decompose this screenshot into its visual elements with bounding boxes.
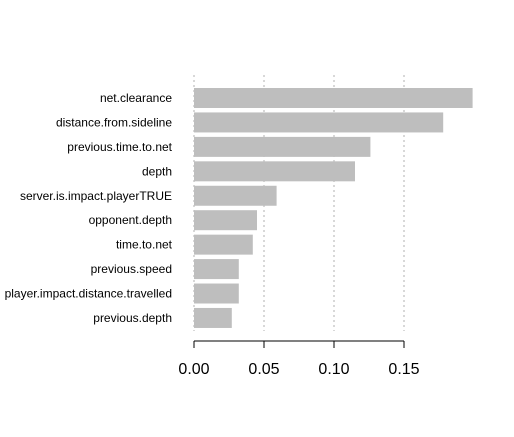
category-label-6: time.to.net xyxy=(116,238,173,252)
x-tick-label-2: 0.10 xyxy=(318,361,349,378)
category-label-7: previous.speed xyxy=(91,262,172,276)
bar-previous.speed xyxy=(194,259,239,280)
bar-server.is.impact.playerTRUE xyxy=(194,185,277,206)
bars xyxy=(194,88,473,328)
bar-time.to.net xyxy=(194,234,253,255)
category-label-1: distance.from.sideline xyxy=(56,115,172,129)
x-tick-label-3: 0.15 xyxy=(388,361,419,378)
category-label-9: previous.depth xyxy=(93,311,172,325)
category-label-0: net.clearance xyxy=(100,91,172,105)
bar-depth xyxy=(194,161,355,182)
category-label-3: depth xyxy=(142,164,172,178)
bar-net.clearance xyxy=(194,88,473,108)
bar-opponent.depth xyxy=(194,210,257,231)
bar-player.impact.distance.travelled xyxy=(194,283,239,304)
x-axis: 0.00 0.05 0.10 0.15 xyxy=(178,340,420,378)
category-label-5: opponent.depth xyxy=(89,213,172,227)
category-label-4: server.is.impact.playerTRUE xyxy=(20,189,172,203)
category-label-2: previous.time.to.net xyxy=(67,140,172,154)
x-tick-label-0: 0.00 xyxy=(178,361,209,378)
category-labels: net.clearance distance.from.sideline previ… xyxy=(5,91,173,325)
bar-previous.time.to.net xyxy=(194,136,371,157)
bar-distance.from.sideline xyxy=(194,112,444,133)
bar-previous.depth xyxy=(194,307,232,328)
category-label-8: player.impact.distance.travelled xyxy=(5,287,172,301)
x-tick-label-1: 0.05 xyxy=(248,361,279,378)
